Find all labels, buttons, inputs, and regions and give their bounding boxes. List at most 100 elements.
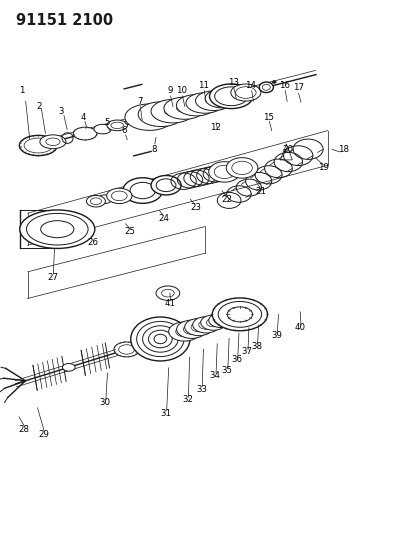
- Text: 41: 41: [164, 300, 175, 308]
- Ellipse shape: [222, 314, 234, 322]
- Text: 39: 39: [271, 332, 282, 340]
- Ellipse shape: [183, 324, 200, 334]
- Text: 21: 21: [255, 188, 266, 196]
- Ellipse shape: [137, 321, 184, 357]
- Ellipse shape: [232, 161, 252, 174]
- Ellipse shape: [154, 334, 167, 344]
- Ellipse shape: [205, 89, 240, 108]
- Ellipse shape: [231, 84, 261, 101]
- Text: 11: 11: [198, 81, 209, 90]
- Text: 19: 19: [318, 164, 329, 172]
- Ellipse shape: [164, 107, 181, 116]
- Ellipse shape: [212, 298, 267, 331]
- Text: 38: 38: [251, 342, 262, 351]
- Text: 12: 12: [210, 124, 221, 132]
- Text: 36: 36: [231, 356, 243, 364]
- Ellipse shape: [185, 318, 213, 336]
- Ellipse shape: [196, 91, 232, 110]
- Text: 23: 23: [190, 204, 201, 212]
- Ellipse shape: [214, 165, 235, 179]
- Text: 34: 34: [210, 372, 221, 380]
- Ellipse shape: [207, 318, 220, 327]
- Ellipse shape: [107, 120, 128, 131]
- Ellipse shape: [94, 124, 111, 134]
- Text: 7: 7: [137, 97, 143, 106]
- Ellipse shape: [41, 221, 74, 238]
- Ellipse shape: [111, 191, 127, 201]
- Text: 3: 3: [58, 108, 64, 116]
- Ellipse shape: [214, 87, 248, 106]
- Text: 22: 22: [222, 196, 233, 204]
- Text: 32: 32: [182, 395, 193, 404]
- Ellipse shape: [169, 322, 200, 341]
- Ellipse shape: [151, 175, 181, 195]
- Ellipse shape: [209, 161, 240, 182]
- Ellipse shape: [176, 326, 193, 337]
- Text: 2: 2: [37, 102, 42, 111]
- Text: 35: 35: [222, 366, 233, 375]
- Ellipse shape: [259, 82, 273, 93]
- Ellipse shape: [186, 93, 224, 113]
- Text: 5: 5: [104, 118, 109, 127]
- Ellipse shape: [156, 179, 176, 192]
- Ellipse shape: [162, 289, 174, 297]
- Text: 9: 9: [167, 86, 173, 95]
- Ellipse shape: [226, 158, 258, 178]
- Text: 16: 16: [279, 81, 290, 90]
- Ellipse shape: [177, 94, 216, 116]
- Ellipse shape: [138, 102, 184, 126]
- Ellipse shape: [201, 315, 226, 330]
- Text: 27: 27: [48, 273, 59, 281]
- Text: 10: 10: [176, 86, 187, 95]
- Ellipse shape: [214, 317, 227, 324]
- Text: 15: 15: [263, 113, 274, 122]
- Text: 8: 8: [151, 145, 157, 154]
- Ellipse shape: [164, 97, 205, 119]
- Ellipse shape: [119, 345, 135, 354]
- Ellipse shape: [193, 317, 220, 333]
- Ellipse shape: [62, 364, 75, 371]
- Ellipse shape: [209, 313, 232, 327]
- Text: 4: 4: [80, 113, 86, 122]
- Ellipse shape: [191, 322, 207, 332]
- Text: 25: 25: [125, 228, 136, 236]
- Ellipse shape: [111, 122, 124, 128]
- Ellipse shape: [107, 188, 132, 204]
- Ellipse shape: [199, 320, 214, 329]
- Ellipse shape: [90, 198, 102, 205]
- Text: 37: 37: [241, 348, 252, 356]
- Text: 13: 13: [228, 78, 239, 87]
- Ellipse shape: [140, 112, 159, 122]
- Text: 31: 31: [160, 409, 171, 417]
- Ellipse shape: [142, 115, 151, 120]
- Ellipse shape: [177, 104, 192, 112]
- Ellipse shape: [218, 302, 261, 327]
- Ellipse shape: [40, 135, 66, 149]
- Text: 6: 6: [122, 126, 127, 135]
- Text: 30: 30: [99, 398, 110, 407]
- Ellipse shape: [198, 99, 212, 107]
- Ellipse shape: [227, 307, 252, 322]
- Ellipse shape: [114, 342, 139, 357]
- Text: 28: 28: [18, 425, 29, 433]
- Text: 20: 20: [283, 145, 294, 154]
- Ellipse shape: [189, 101, 204, 109]
- Text: 24: 24: [158, 214, 169, 223]
- Ellipse shape: [125, 104, 174, 131]
- Ellipse shape: [152, 109, 170, 119]
- Ellipse shape: [151, 100, 194, 123]
- Ellipse shape: [131, 317, 190, 361]
- Ellipse shape: [19, 135, 57, 156]
- Ellipse shape: [262, 84, 270, 90]
- Ellipse shape: [209, 84, 253, 109]
- Ellipse shape: [216, 95, 229, 102]
- Ellipse shape: [235, 87, 256, 99]
- Ellipse shape: [87, 196, 105, 207]
- Ellipse shape: [207, 97, 220, 104]
- Ellipse shape: [130, 182, 155, 199]
- Ellipse shape: [143, 326, 178, 352]
- Ellipse shape: [73, 127, 97, 140]
- Text: 40: 40: [295, 324, 306, 332]
- Ellipse shape: [125, 120, 133, 125]
- Ellipse shape: [26, 213, 88, 245]
